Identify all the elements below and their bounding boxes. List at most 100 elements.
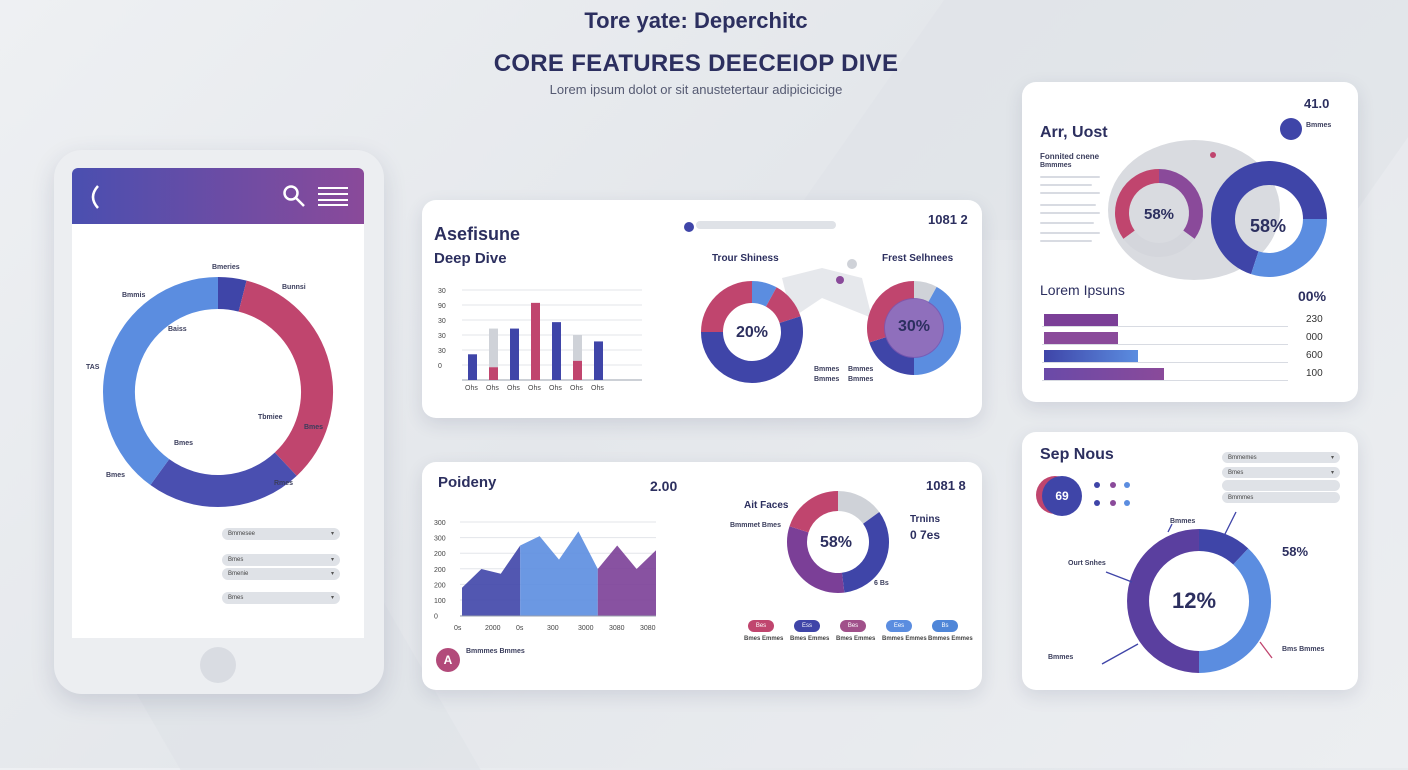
chart-label: Bmeries xyxy=(212,264,240,271)
back-chevron-icon[interactable] xyxy=(86,184,102,210)
donut-segment xyxy=(701,316,803,383)
pill-label: Bmes xyxy=(228,595,244,601)
card-title: Poideny xyxy=(438,474,497,491)
bar xyxy=(489,367,498,380)
text-line xyxy=(1040,222,1094,224)
chip[interactable]: Ess xyxy=(794,620,820,632)
donut-value: 30% xyxy=(898,318,931,335)
chevron-down-icon: ▾ xyxy=(330,595,334,601)
y-tick-label: 0 xyxy=(438,363,442,370)
leader-lines xyxy=(1101,511,1273,665)
donut-value: 58% xyxy=(1250,216,1287,236)
y-tick-label: 200 xyxy=(434,551,446,558)
text-line xyxy=(1040,240,1092,242)
chip-row: Bes Bmes Emmes Ess Bmes Emmes Bes Bmes Emmes E… xyxy=(744,620,973,670)
dropdown-pill[interactable]: Bmes ▾ xyxy=(222,554,340,566)
chip-caption: Bmes Emmes xyxy=(744,636,784,642)
chart-label: Ourt Snhes xyxy=(1068,560,1106,567)
bar-chart-card: Asefisune Deep Dive 1081 2 30 90 30 30 30 0 Oh… xyxy=(422,200,982,418)
donut-card: Sep Nous 69 Bmmemes ▾ Bmes ▾ Bmmmes 12% 58… xyxy=(1022,432,1358,690)
donut-chart-right xyxy=(867,281,961,375)
bar xyxy=(1044,350,1139,362)
bar xyxy=(573,360,582,380)
search-icon[interactable] xyxy=(282,184,306,208)
bar xyxy=(594,341,603,380)
chevron-down-icon: ▾ xyxy=(1330,470,1334,476)
x-tick-label: Ohs xyxy=(549,385,562,392)
donut-segment xyxy=(1211,161,1327,275)
donut-segment xyxy=(837,491,880,525)
dropdown-pill[interactable] xyxy=(1222,480,1340,491)
chart-label: TAS xyxy=(86,364,100,371)
chip-caption: Bmmes Emmes xyxy=(928,636,973,642)
card-subtitle: Deep Dive xyxy=(434,250,507,267)
donut-value: 12% xyxy=(1172,588,1217,613)
donut-segment xyxy=(1127,529,1200,673)
donut-segment xyxy=(217,277,247,312)
dropdown-pill[interactable]: Bmmesee ▾ xyxy=(222,528,340,540)
phone-mockup: Bmeries Bmmis Bunnsi Baiss TAS Tbmiee Bm… xyxy=(54,150,384,694)
bar xyxy=(489,328,498,368)
dropdown-pill[interactable]: Bmes ▾ xyxy=(1222,467,1340,478)
side-title: Fonnited cnene xyxy=(1040,152,1100,161)
page-heading: CORE FEATURES DEECEIOP DIVE xyxy=(493,50,899,77)
donut-segment xyxy=(1123,230,1195,257)
x-tick-label: Ohs xyxy=(570,385,583,392)
chart-label: Tbmiee xyxy=(258,414,283,421)
bar xyxy=(552,322,561,380)
donut-segment xyxy=(1158,169,1203,239)
slider-track[interactable] xyxy=(696,221,836,229)
area-series xyxy=(520,531,598,616)
dot xyxy=(1124,482,1130,488)
bar-track xyxy=(1042,326,1288,327)
y-tick-label: 30 xyxy=(438,333,446,340)
x-tick-label: 300 xyxy=(547,625,559,632)
bar xyxy=(1044,368,1164,380)
y-tick-label: 300 xyxy=(434,520,446,527)
chart-label: Bunnsi xyxy=(282,284,306,291)
donut-value: 58% xyxy=(1144,206,1175,223)
connector-shape xyxy=(782,259,872,318)
chart-label: Bmes xyxy=(106,472,126,479)
card-title: Asefisune xyxy=(434,224,521,244)
area-chart: 300 300 200 200 200 100 0 0s 2000 0s 300 3000 3080 30… xyxy=(434,520,656,632)
pill-label: Bmmemes xyxy=(1228,455,1257,461)
pill-label: Bmes xyxy=(1228,470,1244,476)
hamburger-menu-icon[interactable] xyxy=(318,186,348,206)
home-button[interactable] xyxy=(200,647,236,683)
text-line xyxy=(1040,192,1100,194)
stats-card: Arr, Uost 41.0 Fonnited cnene Bmmmes 58%… xyxy=(1022,82,1358,402)
chip[interactable]: Ees xyxy=(886,620,912,632)
legend-dot xyxy=(1280,118,1302,140)
card-value: 2.00 xyxy=(650,478,678,494)
donut-segment xyxy=(841,512,889,593)
y-tick-label: 30 xyxy=(438,348,446,355)
y-tick-label: 30 xyxy=(438,288,446,295)
y-tick-label: 300 xyxy=(434,536,446,543)
bar xyxy=(573,335,582,361)
donut-segment xyxy=(913,286,961,375)
donut-segment xyxy=(103,277,219,486)
dropdown-pill[interactable]: Bmes ▾ xyxy=(222,592,340,604)
dropdown-pill[interactable]: Bmenie ▾ xyxy=(222,568,340,580)
chip[interactable]: Bes xyxy=(748,620,774,632)
donut-value-label: 0 7es xyxy=(910,528,941,542)
horizontal-bar-chart: 230 000 600 100 xyxy=(1042,314,1342,394)
y-tick-label: 90 xyxy=(438,303,446,310)
avatar[interactable]: A xyxy=(436,648,460,672)
donut-chart-left xyxy=(701,281,803,383)
chip[interactable]: Bs xyxy=(932,620,958,632)
pill-label: Bmes xyxy=(228,557,244,563)
dropdown-pill[interactable]: Bmmmes xyxy=(1222,492,1340,503)
chart-label: Baiss xyxy=(168,326,187,333)
phone-screen: Bmeries Bmmis Bunnsi Baiss TAS Tbmiee Bm… xyxy=(72,168,364,638)
donut-title: Frest Selhnees xyxy=(882,253,954,264)
page-title: Tore yate: Deperchitc xyxy=(584,8,808,33)
x-tick-label: 0s xyxy=(516,625,524,632)
donut-segment xyxy=(1251,218,1327,277)
section-value: 00% xyxy=(1298,288,1327,304)
legend-label: Bmmes xyxy=(814,366,840,373)
dropdown-pill[interactable]: Bmmemes ▾ xyxy=(1222,452,1340,463)
legend-label: Bmmes xyxy=(1306,122,1332,129)
chip[interactable]: Bes xyxy=(840,620,866,632)
